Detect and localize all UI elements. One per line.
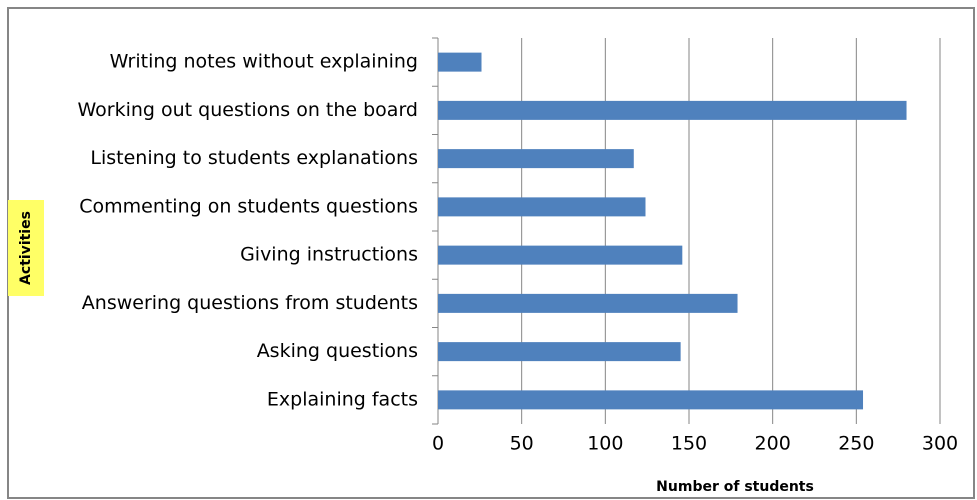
- y-label-highlight: [8, 200, 44, 296]
- y-tick-label: Working out questions on the board: [77, 99, 418, 121]
- x-tick-label: 100: [587, 433, 623, 455]
- y-tick-label: Listening to students explanations: [90, 147, 418, 169]
- bar: [438, 245, 683, 265]
- bar: [438, 293, 738, 313]
- bar: [438, 100, 907, 120]
- x-tick-label: 200: [755, 433, 791, 455]
- x-tick-label: 250: [838, 433, 874, 455]
- bar: [438, 52, 482, 72]
- x-tick-label: 50: [510, 433, 534, 455]
- y-tick-label: Answering questions from students: [82, 292, 418, 314]
- y-tick-label: Writing notes without explaining: [110, 51, 418, 73]
- x-axis-title: Number of students: [656, 479, 814, 495]
- x-tick-label: 0: [432, 433, 444, 455]
- bar: [438, 390, 864, 410]
- y-tick-label: Explaining facts: [267, 388, 418, 410]
- y-tick-label: Giving instructions: [240, 244, 418, 266]
- bar: [438, 149, 634, 169]
- y-tick-label: Commenting on students questions: [79, 195, 418, 217]
- y-tick-label: Asking questions: [257, 340, 418, 362]
- bar: [438, 197, 646, 217]
- x-tick-label: 150: [671, 433, 707, 455]
- x-tick-label: 300: [922, 433, 958, 455]
- bar: [438, 342, 681, 362]
- y-axis-title: Activities: [18, 211, 34, 285]
